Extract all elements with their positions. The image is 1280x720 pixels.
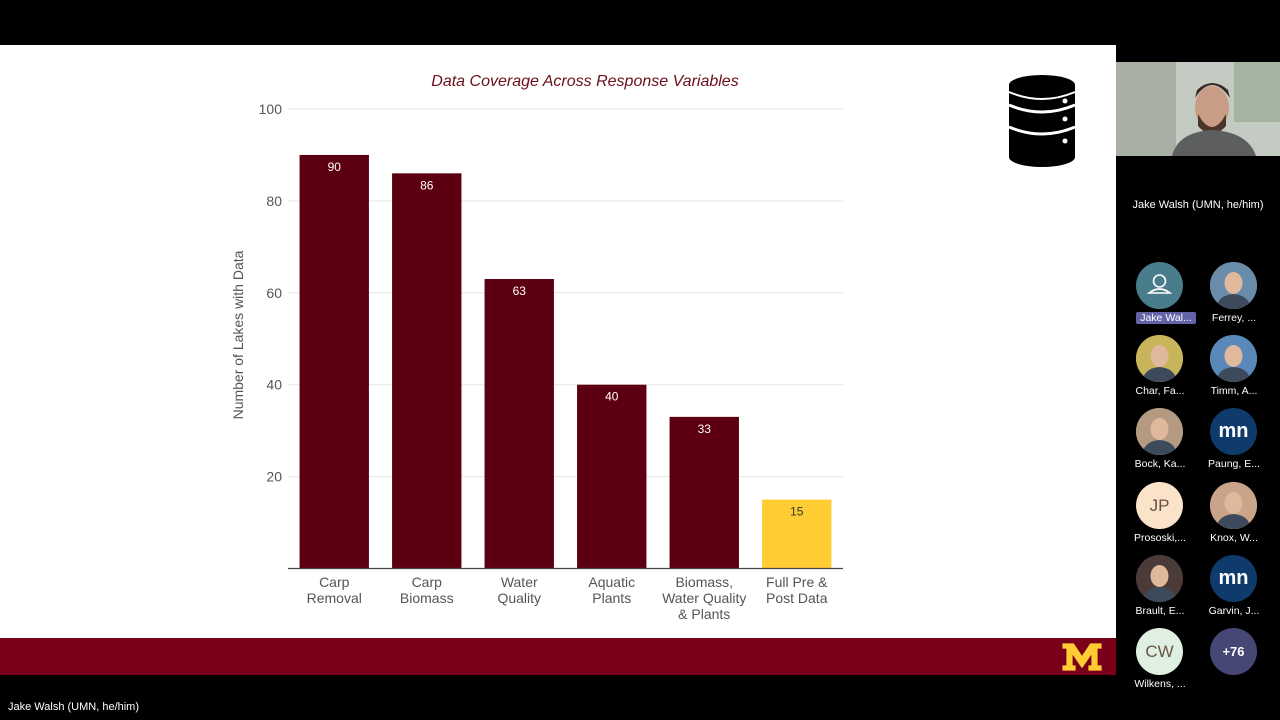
more-participants-button[interactable]: +76 <box>1210 628 1257 675</box>
participant-name: Ferrey, ... <box>1211 312 1257 324</box>
participant-tile[interactable]: Char, Fa... <box>1123 335 1197 403</box>
participant-name: Bock, Ka... <box>1134 458 1186 470</box>
participant-tile[interactable]: Ferrey, ... <box>1197 262 1271 330</box>
x-tick-label: Full Pre & <box>766 574 828 590</box>
speaker-name: Jake Walsh (UMN, he/him) <box>1132 199 1264 211</box>
bar <box>762 499 832 569</box>
participant-tile[interactable]: Brault, E... <box>1123 555 1197 623</box>
y-tick-label: 100 <box>259 101 283 117</box>
x-tick-label: Plants <box>592 590 631 606</box>
profile-photo-icon <box>1136 555 1183 602</box>
participant-tile[interactable]: +76 <box>1197 628 1271 696</box>
bar-value-label: 63 <box>513 284 527 298</box>
participant-name: Jake Wal... <box>1136 312 1196 324</box>
avatar <box>1210 262 1257 309</box>
avatar: mn <box>1210 408 1257 455</box>
gridlines <box>288 108 843 478</box>
bar-value-label: 40 <box>605 390 619 404</box>
avatar-initials: +76 <box>1222 644 1245 659</box>
x-tick-label: Carp <box>319 574 350 590</box>
mn-logo-icon: mn <box>1218 420 1249 442</box>
presenter-name: Jake Walsh (UMN, he/him) <box>8 701 140 713</box>
x-tick-label: Water <box>501 574 538 590</box>
slide-footer-bar <box>0 638 1116 675</box>
avatar <box>1136 262 1183 309</box>
avatar: CW <box>1136 628 1183 675</box>
bar <box>669 416 739 569</box>
profile-photo-icon <box>1210 262 1257 309</box>
bar <box>299 154 369 569</box>
avatar <box>1136 408 1183 455</box>
bar-value-label: 15 <box>790 505 804 519</box>
avatar <box>1210 335 1257 382</box>
bar-chart: Data Coverage Across Response Variables … <box>230 73 843 622</box>
participant-tile[interactable]: Jake Wal... <box>1123 262 1197 330</box>
y-tick-label: 40 <box>266 377 282 393</box>
participant-tile[interactable]: mn Paung, E... <box>1197 408 1271 476</box>
participant-tile[interactable]: CW Wilkens, ... <box>1123 628 1197 696</box>
participant-tile[interactable]: Knox, W... <box>1197 482 1271 550</box>
avatar <box>1136 335 1183 382</box>
participant-tile[interactable]: mn Garvin, J... <box>1197 555 1271 623</box>
person-icon <box>1146 274 1173 294</box>
x-tick-label: Post Data <box>766 590 828 606</box>
speaker-video-feed <box>1116 62 1280 156</box>
mn-logo-icon: mn <box>1218 567 1249 589</box>
profile-photo-icon <box>1210 335 1257 382</box>
participant-tile[interactable]: JP Prososki,... <box>1123 482 1197 550</box>
bar <box>577 384 647 569</box>
y-tick-label: 80 <box>266 193 282 209</box>
avatar <box>1210 482 1257 529</box>
participant-name: Wilkens, ... <box>1134 678 1186 690</box>
x-tick-label: Biomass <box>400 590 454 606</box>
participant-name: Timm, A... <box>1210 385 1258 397</box>
chart-title: Data Coverage Across Response Variables <box>431 73 738 90</box>
x-tick-label: & Plants <box>678 606 730 622</box>
bar-value-label: 86 <box>420 178 434 192</box>
participant-name: Char, Fa... <box>1135 385 1185 397</box>
participant-name: Knox, W... <box>1210 532 1258 544</box>
slide-content: Data Coverage Across Response Variables … <box>0 45 1116 675</box>
y-tick-label: 60 <box>266 285 282 301</box>
participant-tile[interactable]: Bock, Ka... <box>1123 408 1197 476</box>
avatar-initials: JP <box>1149 496 1170 515</box>
avatar: JP <box>1136 482 1183 529</box>
x-tick-labels: CarpRemovalCarpBiomassWaterQualityAquati… <box>307 574 829 622</box>
speaker-video-tile[interactable] <box>1116 62 1280 156</box>
y-tick-label: 20 <box>266 469 282 485</box>
participant-name: Prososki,... <box>1134 532 1186 544</box>
bar-value-label: 90 <box>328 160 342 174</box>
x-tick-label: Water Quality <box>662 590 746 606</box>
profile-photo-icon <box>1136 335 1183 382</box>
bar <box>392 173 462 569</box>
participant-name: Paung, E... <box>1208 458 1260 470</box>
x-tick-label: Aquatic <box>588 574 635 590</box>
y-axis-label: Number of Lakes with Data <box>230 250 246 419</box>
x-tick-label: Quality <box>497 590 541 606</box>
participant-tile[interactable]: Timm, A... <box>1197 335 1271 403</box>
university-m-logo <box>1061 642 1103 672</box>
bar <box>484 279 554 569</box>
bar-value-labels: 90 86 63 40 33 15 <box>328 160 804 519</box>
x-tick-label: Biomass, <box>675 574 733 590</box>
participant-name: Brault, E... <box>1135 605 1185 617</box>
avatar-initials: CW <box>1145 642 1174 661</box>
participant-name: Garvin, J... <box>1208 605 1260 617</box>
y-tick-labels: 20 40 60 80 100 <box>259 101 283 485</box>
avatar: mn <box>1210 555 1257 602</box>
x-tick-label: Removal <box>307 590 362 606</box>
profile-photo-icon <box>1210 482 1257 529</box>
x-tick-label: Carp <box>412 574 443 590</box>
bars <box>299 154 832 569</box>
database-icon <box>1008 75 1076 167</box>
avatar <box>1136 555 1183 602</box>
bar-value-label: 33 <box>698 422 712 436</box>
profile-photo-icon <box>1136 408 1183 455</box>
